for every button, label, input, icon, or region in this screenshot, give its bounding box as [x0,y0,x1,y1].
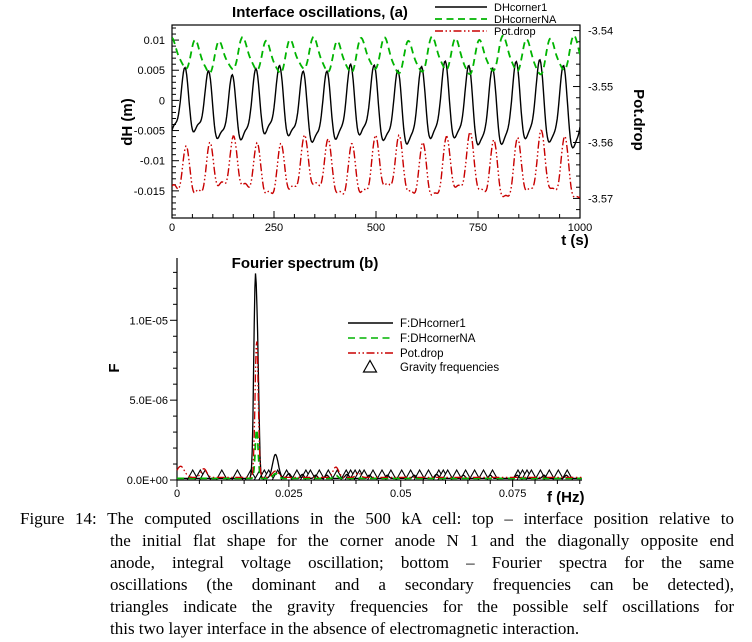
legend-b-label-fdhcornerna: F:DHcornerNA [400,333,476,345]
chart-a-xlabel: t (s) [561,232,589,249]
gravity-frequency-marker [422,468,435,481]
x-tick-label: 0 [174,488,180,500]
chart-b-title: Fourier spectrum (b) [232,255,379,272]
gravity-frequency-marker [198,468,212,481]
y-right-tick-label: -3.55 [588,82,613,94]
y-left-tick-label: -0.005 [134,126,165,138]
series-F:DHcornerNA [177,429,582,480]
chart-a-ylabel-right: Pot.drop [630,89,647,151]
series-Pot.drop [172,129,580,199]
legend-a-label-dhcornerna: DHcornerNA [494,14,557,26]
x-tick-label: 750 [469,222,487,234]
x-tick-label: 1000 [568,222,592,234]
gravity-marker-legend [362,359,378,373]
caption-line-4: oscillations (the dominant and a seconda… [110,575,734,594]
x-tick-label: 0.025 [275,488,303,500]
chart-b-xlabel: f (Hz) [547,489,585,506]
gravity-frequency-marker [551,468,565,481]
y-left-tick-label: -0.015 [134,186,165,198]
figure-caption: Figure 14: The computed oscillations in … [0,506,752,640]
y-left-tick-label: 0 [159,95,165,107]
chart-a-legend [435,6,487,32]
x-tick-label: 250 [265,222,283,234]
y-right-tick-label: -3.54 [588,26,613,38]
series-DHcornerNA [172,34,580,76]
caption-line-3: anode, integral voltage oscillation; bot… [110,553,734,572]
caption-line-1: Figure 14: The computed oscillations in … [20,509,734,528]
plot-a-axes-and-series: 0 250 500 750 1000 0.01 0.005 0 -0.005 -0.01 -0.01… [134,24,613,234]
y-left-tick-label: 0.01 [144,35,165,47]
chart-b-legend [348,322,393,373]
y-right-tick-label: -3.56 [588,137,613,149]
x-tick-label: 0.05 [390,488,411,500]
legend-a-label-potdrop: Pot.drop [494,26,536,38]
caption-line-6: this two layer interface in the absence … [110,619,580,638]
series-Pot.drop [176,341,582,479]
legend-b-label-potdrop: Pot.drop [400,348,443,360]
x-tick-label: 0.075 [499,488,527,500]
caption-line-2: the initial flat shape for the corner an… [110,531,734,550]
legend-a-label-dhcorner1: DHcorner1 [494,2,547,14]
interface-oscillations-chart: 0 250 500 750 1000 0.01 0.005 0 -0.005 -0.01 -0.01… [119,2,647,249]
series-F:DHcorner1 [177,273,582,480]
x-tick-label: 0 [169,222,175,234]
y-tick-label: 1.0E-05 [129,315,168,327]
chart-a-title: Interface oscillations, (a) [232,4,408,21]
chart-a-ylabel-left: dH (m) [119,98,136,146]
chart-b-ylabel: F [106,363,123,372]
series-DHcorner1 [172,58,580,149]
y-tick-label: 0.0E+00 [127,475,168,487]
legend-b-label-fdhcorner1: F:DHcorner1 [400,318,466,330]
plot-a-frame [171,24,581,219]
caption-lines: Figure 14: The computed oscillations in … [20,508,734,640]
y-left-tick-label: -0.01 [140,156,165,168]
plot-b-axes-and-series: 0.0E+00 5.0E-06 1.0E-05 0 0.025 0.05 0.075 [127,258,582,500]
y-left-tick-label: 0.005 [137,65,165,77]
legend-b-label-gravity-frequencies: Gravity frequencies [400,362,499,374]
y-tick-label: 5.0E-06 [129,395,168,407]
caption-line-5: triangles indicate the gravity frequenci… [110,597,734,616]
y-right-tick-label: -3.57 [588,193,613,205]
x-tick-label: 500 [367,222,385,234]
fourier-spectrum-chart: 0.0E+00 5.0E-06 1.0E-05 0 0.025 0.05 0.075 Fou… [106,255,585,506]
